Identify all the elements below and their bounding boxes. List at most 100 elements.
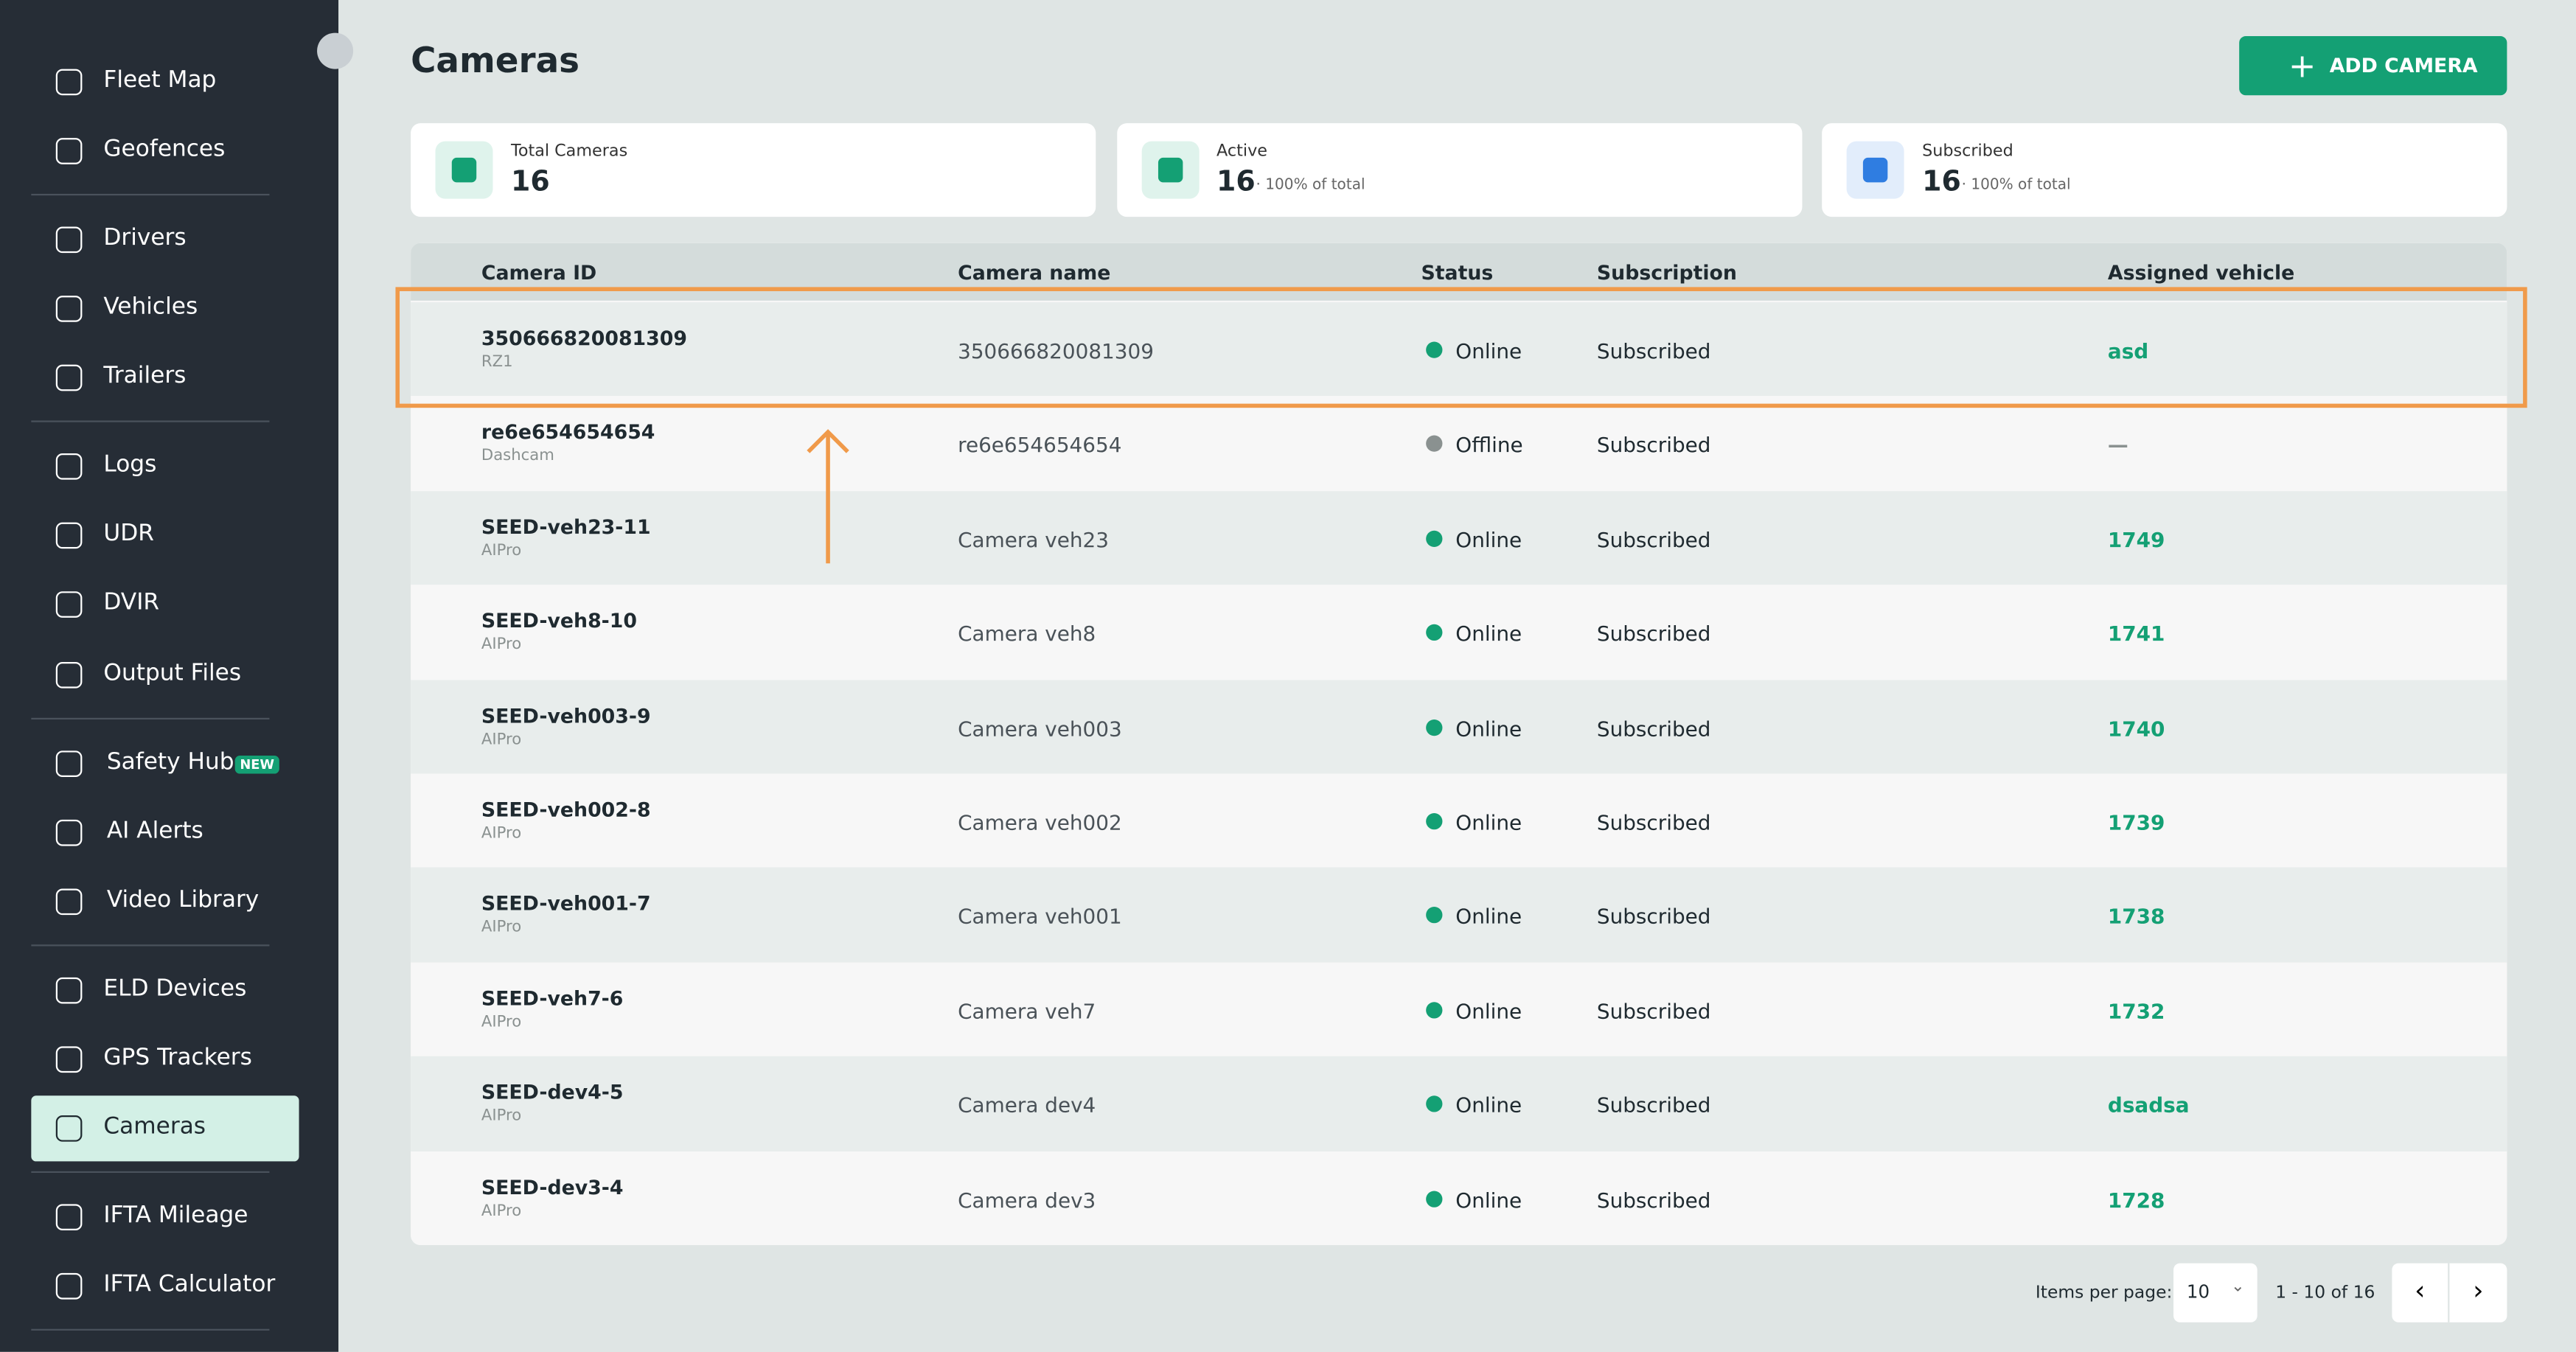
- collapse-button[interactable]: [317, 32, 354, 69]
- column-header: Subscription: [1596, 261, 1737, 285]
- status-dot: [1426, 1095, 1443, 1112]
- table-row[interactable]: re6e654654654 Dashcam re6e654654654 Offline…: [411, 396, 2507, 491]
- nav-item[interactable]: ELD Devices: [31, 958, 299, 1023]
- page-range: 1 - 10 of 16: [2275, 1283, 2375, 1303]
- status: Online: [1455, 338, 1522, 363]
- page-title: Cameras: [411, 41, 579, 81]
- camera-model: RZ1: [481, 353, 513, 372]
- subscription: Subscribed: [1596, 526, 1711, 552]
- stat-value: 16: [1216, 166, 1256, 199]
- assigned-vehicle[interactable]: 1739: [2107, 809, 2165, 834]
- nav-separator: [31, 193, 270, 196]
- status-dot: [1426, 907, 1443, 924]
- per-page-select[interactable]: 10 ⌄: [2173, 1263, 2258, 1323]
- nav-item[interactable]: AI Alerts: [31, 800, 299, 865]
- column-header: Camera ID: [481, 261, 597, 285]
- assigned-vehicle[interactable]: dsadsa: [2107, 1093, 2190, 1118]
- camera-id: SEED-veh003-9: [481, 704, 651, 728]
- camera-model: AIPro: [481, 1107, 522, 1126]
- per-page-value: 10: [2186, 1281, 2210, 1303]
- assigned-vehicle[interactable]: 1738: [2107, 904, 2165, 929]
- nav-label: Logs: [103, 451, 157, 478]
- nav-label: ELD Devices: [103, 975, 247, 1003]
- table-row[interactable]: SEED-veh002-8 AIPro Camera veh002 Online Sub…: [411, 773, 2507, 868]
- nav-item[interactable]: Video Library: [31, 869, 299, 935]
- nav-separator: [31, 1171, 270, 1174]
- nav-item[interactable]: Safety Hub NEW: [31, 731, 299, 797]
- camera-name: Camera veh002: [958, 809, 1122, 834]
- assigned-vehicle[interactable]: 1728: [2107, 1187, 2165, 1212]
- nav-icon: [55, 138, 83, 164]
- nav-label: Video Library: [106, 887, 260, 913]
- nav-item[interactable]: GPS Trackers: [31, 1027, 299, 1093]
- status-dot: [1426, 1001, 1443, 1019]
- nav-icon: [55, 1272, 83, 1300]
- add-camera-button[interactable]: + ADD CAMERA: [2239, 36, 2507, 96]
- assigned-vehicle[interactable]: 1741: [2107, 621, 2165, 647]
- status: Online: [1455, 998, 1522, 1023]
- stat-note: · 100% of total: [1961, 177, 2071, 194]
- stat-icon: [1846, 141, 1904, 199]
- per-page-caret: ⌄: [2231, 1278, 2245, 1297]
- assigned-vehicle[interactable]: asd: [2107, 338, 2149, 363]
- nav-item[interactable]: IFTA Calculator: [31, 1253, 299, 1319]
- nav-item[interactable]: Geofences: [31, 118, 299, 184]
- column-header: Camera name: [958, 261, 1111, 285]
- table-row[interactable]: SEED-dev4-5 AIPro Camera dev4 Online Subscri…: [411, 1056, 2507, 1151]
- nav-item[interactable]: IFTA Mileage: [31, 1185, 299, 1250]
- camera-name: Camera veh8: [958, 621, 1096, 647]
- add-camera-label: ADD CAMERA: [2329, 54, 2478, 77]
- nav-separator: [31, 1328, 270, 1331]
- nav-item[interactable]: Logs: [31, 433, 299, 499]
- table-row[interactable]: SEED-veh7-6 AIPro Camera veh7 Online Subscri…: [411, 962, 2507, 1057]
- nav-item[interactable]: Trailers: [31, 345, 299, 411]
- camera-model: AIPro: [481, 824, 522, 843]
- stat-value: 16: [511, 166, 550, 199]
- subscription: Subscribed: [1596, 1187, 1711, 1212]
- nav-item[interactable]: Vehicles: [31, 276, 299, 341]
- camera-id: SEED-veh7-6: [481, 986, 624, 1010]
- status-dot: [1426, 624, 1443, 641]
- nav-item[interactable]: Cameras: [31, 1095, 299, 1162]
- camera-name: 350666820081309: [958, 338, 1154, 363]
- nav-label: DVIR: [103, 589, 160, 616]
- table-row[interactable]: SEED-veh001-7 AIPro Camera veh001 Online Sub…: [411, 868, 2507, 963]
- pager: ‹ ›: [2392, 1263, 2507, 1323]
- assigned-vehicle[interactable]: 1740: [2107, 715, 2165, 741]
- table-row[interactable]: SEED-veh8-10 AIPro Camera veh8 Online Subscr…: [411, 585, 2507, 680]
- assigned-vehicle[interactable]: 1749: [2107, 526, 2165, 552]
- camera-model: AIPro: [481, 541, 522, 560]
- assigned-vehicle[interactable]: 1732: [2107, 998, 2165, 1023]
- prev-page-button[interactable]: ‹: [2392, 1263, 2450, 1323]
- nav-item[interactable]: UDR: [31, 503, 299, 568]
- stat-icon: [435, 141, 493, 199]
- camera-id: 350666820081309: [481, 327, 687, 350]
- camera-model: AIPro: [481, 730, 522, 749]
- table-row[interactable]: SEED-veh23-11 AIPro Camera veh23 Online Subs…: [411, 490, 2507, 585]
- status: Offline: [1455, 432, 1523, 458]
- stat-label: Subscribed: [1922, 142, 2013, 161]
- table-row[interactable]: 350666820081309 RZ1 350666820081309 Online S…: [411, 302, 2507, 397]
- nav-item[interactable]: DVIR: [31, 571, 299, 637]
- camera-name: Camera veh7: [958, 998, 1096, 1023]
- camera-name: Camera veh003: [958, 715, 1122, 741]
- status: Online: [1455, 715, 1522, 741]
- status: Online: [1455, 904, 1522, 929]
- status-dot: [1426, 341, 1443, 358]
- next-page-button[interactable]: ›: [2473, 1275, 2484, 1306]
- column-header: Assigned vehicle: [2107, 261, 2295, 285]
- nav-item[interactable]: Fleet Map: [31, 49, 299, 115]
- table-row[interactable]: SEED-veh003-9 AIPro Camera veh003 Online Sub…: [411, 679, 2507, 774]
- items-per-page-label: Items per page:: [2035, 1283, 2173, 1303]
- stat-card: Active 16 · 100% of total: [1116, 123, 1802, 217]
- nav-item[interactable]: Output Files: [31, 642, 299, 708]
- nav-icon: [55, 69, 83, 96]
- nav-icon: [55, 819, 83, 846]
- subscription: Subscribed: [1596, 715, 1711, 741]
- stat-icon-glyph: [1862, 157, 1888, 183]
- camera-model: AIPro: [481, 919, 522, 938]
- table-row[interactable]: SEED-dev3-4 AIPro Camera dev3 Online Subscri…: [411, 1151, 2507, 1246]
- assigned-vehicle[interactable]: —: [2107, 432, 2128, 458]
- nav-item[interactable]: Drivers: [31, 207, 299, 273]
- nav-icon: [55, 453, 83, 480]
